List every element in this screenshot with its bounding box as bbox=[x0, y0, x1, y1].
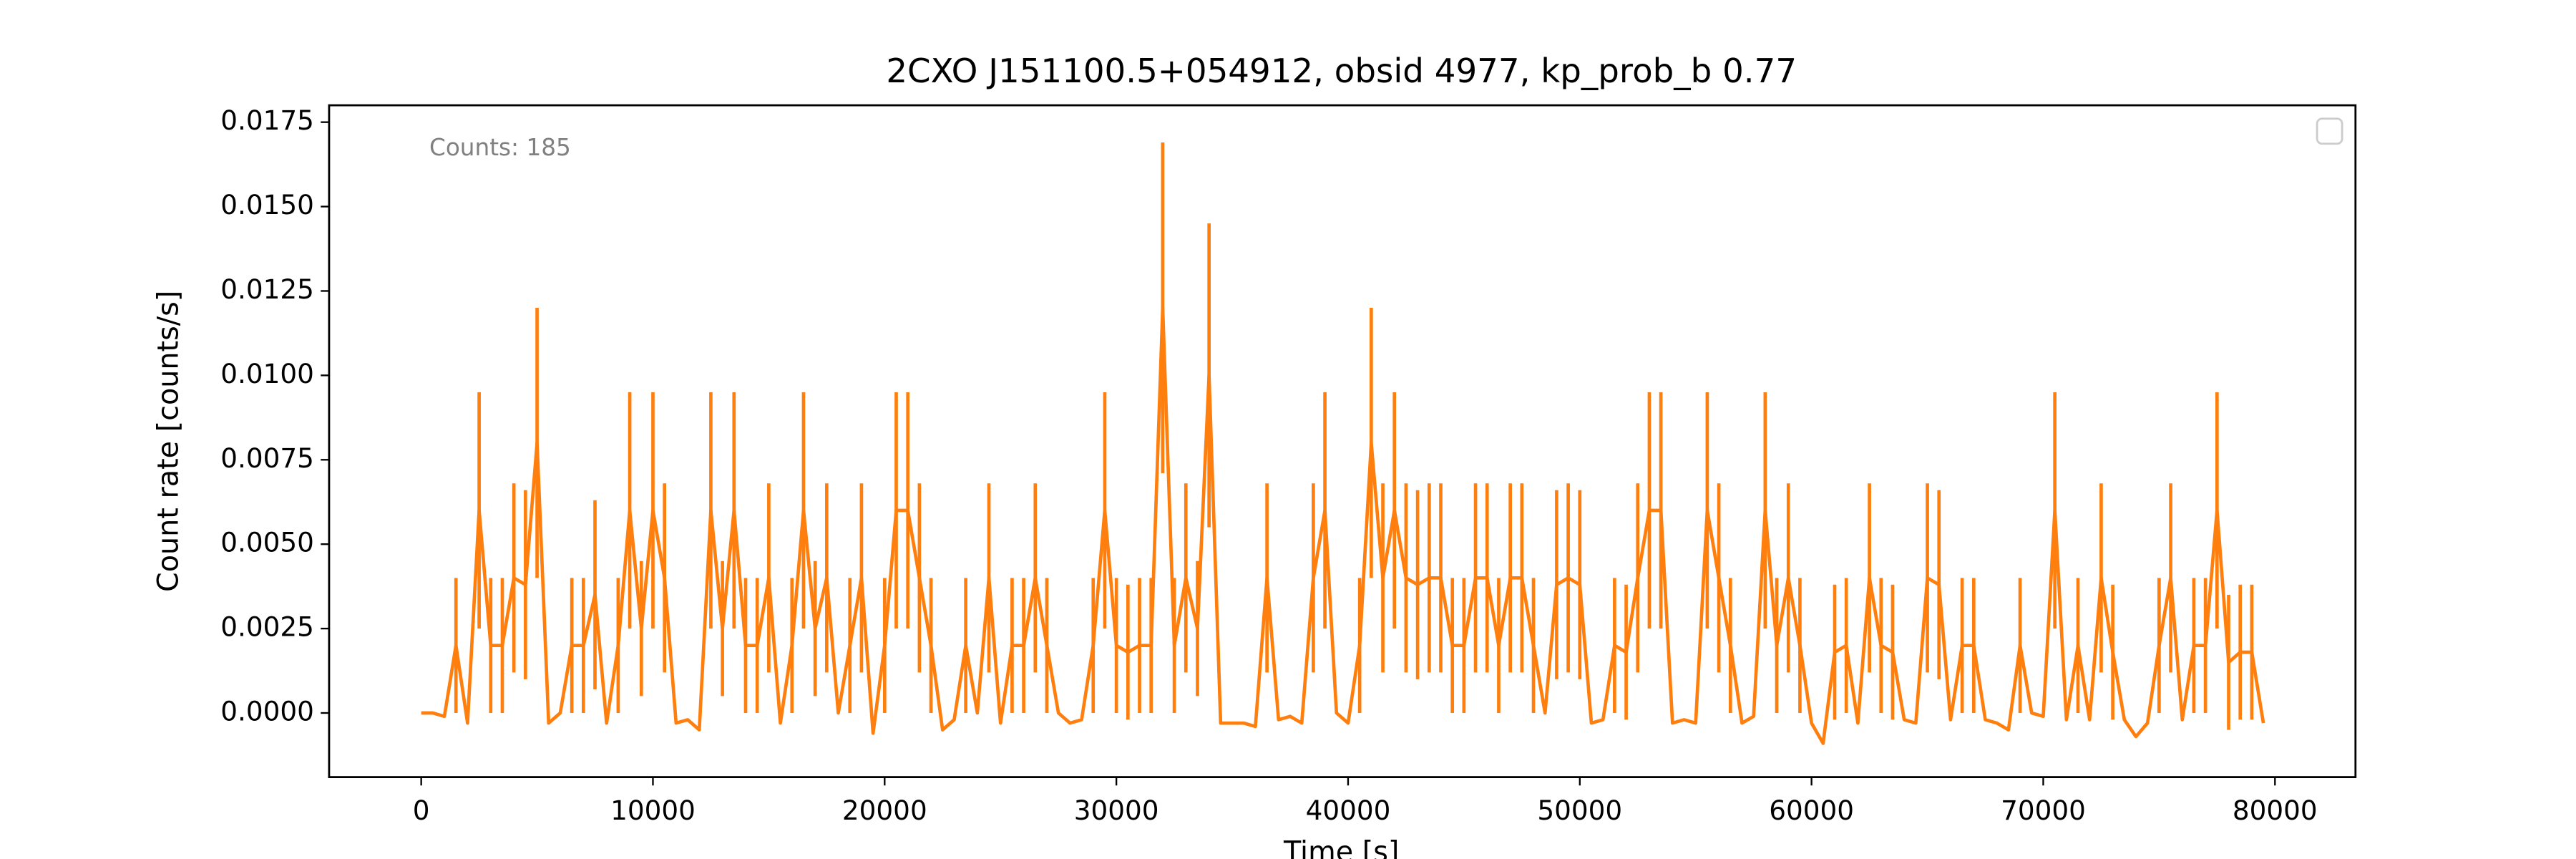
y-tick-label: 0.0025 bbox=[220, 611, 314, 643]
x-tick-label: 10000 bbox=[610, 795, 696, 826]
x-axis-label: Time [s] bbox=[1283, 835, 1399, 859]
x-tick-label: 30000 bbox=[1074, 795, 1159, 826]
data-line bbox=[421, 306, 2265, 745]
x-tick-label: 60000 bbox=[1769, 795, 1854, 826]
x-tick-label: 80000 bbox=[2233, 795, 2318, 826]
y-tick-label: 0.0075 bbox=[220, 442, 314, 474]
plot-area bbox=[421, 142, 2265, 745]
x-tick-label: 40000 bbox=[1306, 795, 1391, 826]
y-tick-label: 0.0175 bbox=[220, 105, 314, 136]
y-tick-label: 0.0150 bbox=[220, 189, 314, 220]
x-tick-label: 0 bbox=[413, 795, 430, 826]
x-tick-label: 50000 bbox=[1537, 795, 1622, 826]
y-tick-label: 0.0100 bbox=[220, 358, 314, 389]
annotation: Counts: 185 bbox=[429, 134, 571, 161]
x-tick-label: 70000 bbox=[2001, 795, 2086, 826]
y-tick-label: 0.0125 bbox=[220, 273, 314, 305]
y-tick-label: 0.0050 bbox=[220, 527, 314, 558]
chart-title: 2CXO J151100.5+054912, obsid 4977, kp_pr… bbox=[886, 52, 1797, 91]
legend-box bbox=[2316, 117, 2343, 145]
y-axis-label: Count rate [counts/s] bbox=[152, 291, 185, 592]
x-tick-label: 20000 bbox=[842, 795, 927, 826]
axes-frame bbox=[328, 104, 2357, 779]
y-tick-label: 0.0000 bbox=[220, 695, 314, 727]
